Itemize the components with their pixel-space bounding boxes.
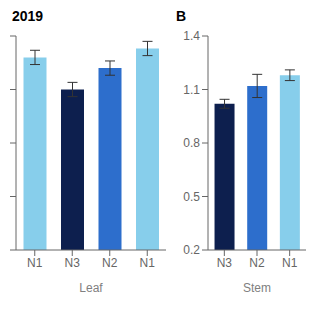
svg-text:N3: N3	[65, 256, 81, 270]
svg-text:N2: N2	[249, 256, 265, 270]
html-text:B: B	[176, 8, 187, 24]
svg-text:1.1: 1.1	[183, 83, 200, 97]
svg-text:1.4: 1.4	[183, 29, 200, 43]
svg-text:N1: N1	[27, 256, 43, 270]
svg-text:N2: N2	[102, 256, 118, 270]
svg-text:N1: N1	[140, 256, 156, 270]
svg-text:Stem: Stem	[243, 281, 271, 295]
svg-text:0.5: 0.5	[183, 190, 200, 204]
svg-text:0.8: 0.8	[183, 136, 200, 150]
svg-text:0.2: 0.2	[183, 243, 200, 257]
svg-text:N3: N3	[217, 256, 233, 270]
html-text:2019: 2019	[12, 8, 44, 24]
svg-text:Leaf: Leaf	[79, 281, 103, 295]
svg-text:N1: N1	[282, 256, 298, 270]
